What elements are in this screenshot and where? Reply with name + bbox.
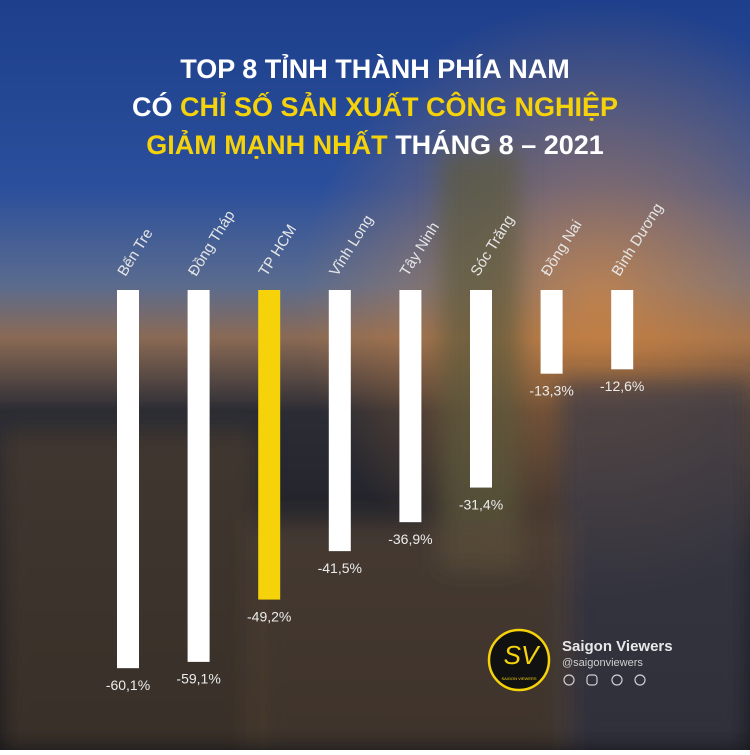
chart-title: TOP 8 TỈNH THÀNH PHÍA NAM CÓ CHỈ SỐ SẢN X…	[132, 52, 618, 160]
brand-handle: @saigonviewers	[562, 657, 643, 669]
logo-caption: SAIGON VIEWERS	[501, 676, 536, 681]
logo-circle	[487, 628, 551, 692]
title-segment: CHỈ SỐ SẢN XUẤT CÔNG NGHIỆP	[180, 90, 618, 122]
brand-logo: SV SAIGON VIEWERS Saigon Viewers @saigon…	[487, 628, 673, 692]
value-label: -36,9%	[388, 531, 432, 547]
title-segment: CÓ	[132, 91, 180, 122]
bar	[470, 290, 492, 488]
value-label: -49,2%	[247, 608, 291, 624]
brand-name: Saigon Viewers	[562, 638, 673, 655]
title-segment: GIẢM MẠNH NHẤT	[146, 128, 388, 160]
bar	[117, 290, 139, 669]
value-label: -12,6%	[600, 378, 644, 394]
social-icons	[563, 674, 646, 686]
value-label: -31,4%	[459, 496, 503, 512]
bar	[399, 290, 422, 523]
bar	[540, 290, 563, 374]
bar	[611, 290, 634, 370]
title-segment: THÁNG 8 – 2021	[388, 129, 604, 160]
value-label: -60,1%	[106, 677, 150, 693]
value-label: -41,5%	[318, 560, 362, 576]
bar	[328, 290, 351, 552]
bar	[187, 290, 210, 662]
value-label: -59,1%	[176, 671, 220, 687]
value-label: -13,3%	[529, 382, 573, 398]
bar	[258, 290, 281, 600]
logo-mark: SV	[504, 640, 541, 670]
title-segment: TOP 8 TỈNH THÀNH PHÍA NAM	[180, 52, 570, 84]
